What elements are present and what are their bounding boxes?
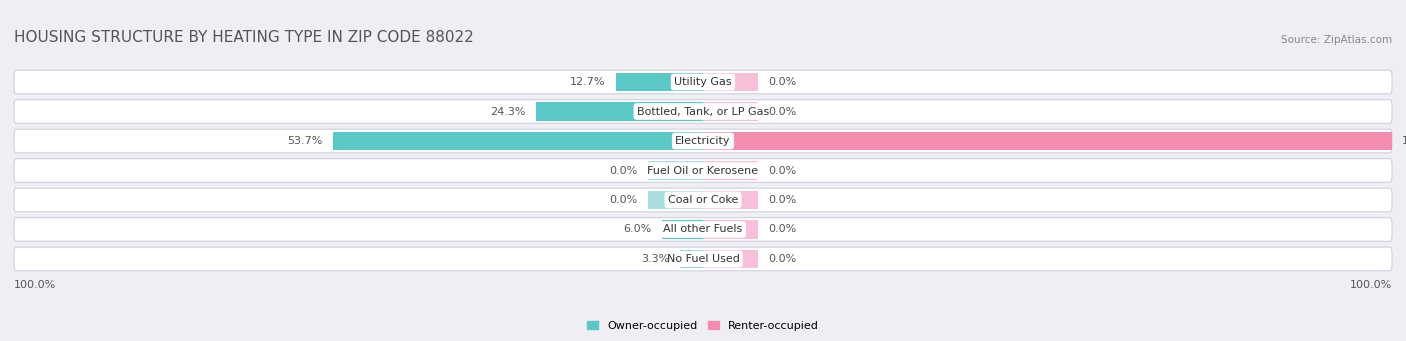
Text: 0.0%: 0.0% <box>769 165 797 176</box>
FancyBboxPatch shape <box>14 100 1392 123</box>
Bar <box>536 102 703 121</box>
Bar <box>703 102 758 121</box>
Text: HOUSING STRUCTURE BY HEATING TYPE IN ZIP CODE 88022: HOUSING STRUCTURE BY HEATING TYPE IN ZIP… <box>14 30 474 45</box>
Text: Source: ZipAtlas.com: Source: ZipAtlas.com <box>1281 35 1392 45</box>
Bar <box>333 132 703 150</box>
Text: 0.0%: 0.0% <box>769 77 797 87</box>
Bar <box>681 250 703 268</box>
Text: Utility Gas: Utility Gas <box>675 77 731 87</box>
Text: 3.3%: 3.3% <box>641 254 669 264</box>
Text: 0.0%: 0.0% <box>769 195 797 205</box>
FancyBboxPatch shape <box>14 159 1392 182</box>
Bar <box>703 191 758 209</box>
Text: No Fuel Used: No Fuel Used <box>666 254 740 264</box>
Text: 12.7%: 12.7% <box>569 77 605 87</box>
FancyBboxPatch shape <box>14 247 1392 271</box>
Text: 24.3%: 24.3% <box>489 106 526 117</box>
Bar <box>703 220 758 239</box>
Bar <box>703 161 758 180</box>
Text: 100.0%: 100.0% <box>14 280 56 290</box>
Text: Fuel Oil or Kerosene: Fuel Oil or Kerosene <box>647 165 759 176</box>
Text: 0.0%: 0.0% <box>609 195 637 205</box>
Bar <box>703 132 1392 150</box>
FancyBboxPatch shape <box>14 70 1392 94</box>
Bar <box>648 161 703 180</box>
Text: Bottled, Tank, or LP Gas: Bottled, Tank, or LP Gas <box>637 106 769 117</box>
Text: All other Fuels: All other Fuels <box>664 224 742 235</box>
FancyBboxPatch shape <box>14 218 1392 241</box>
Text: Coal or Coke: Coal or Coke <box>668 195 738 205</box>
Text: 0.0%: 0.0% <box>769 106 797 117</box>
Text: 0.0%: 0.0% <box>769 254 797 264</box>
Legend: Owner-occupied, Renter-occupied: Owner-occupied, Renter-occupied <box>582 316 824 335</box>
Bar <box>662 220 703 239</box>
Text: 0.0%: 0.0% <box>769 224 797 235</box>
Bar <box>616 73 703 91</box>
FancyBboxPatch shape <box>14 129 1392 153</box>
Text: 100.0%: 100.0% <box>1402 136 1406 146</box>
FancyBboxPatch shape <box>14 188 1392 212</box>
Text: Electricity: Electricity <box>675 136 731 146</box>
Text: 0.0%: 0.0% <box>609 165 637 176</box>
Text: 53.7%: 53.7% <box>287 136 323 146</box>
Bar <box>703 250 758 268</box>
Bar <box>703 73 758 91</box>
Bar <box>648 191 703 209</box>
Text: 6.0%: 6.0% <box>623 224 651 235</box>
Text: 100.0%: 100.0% <box>1350 280 1392 290</box>
